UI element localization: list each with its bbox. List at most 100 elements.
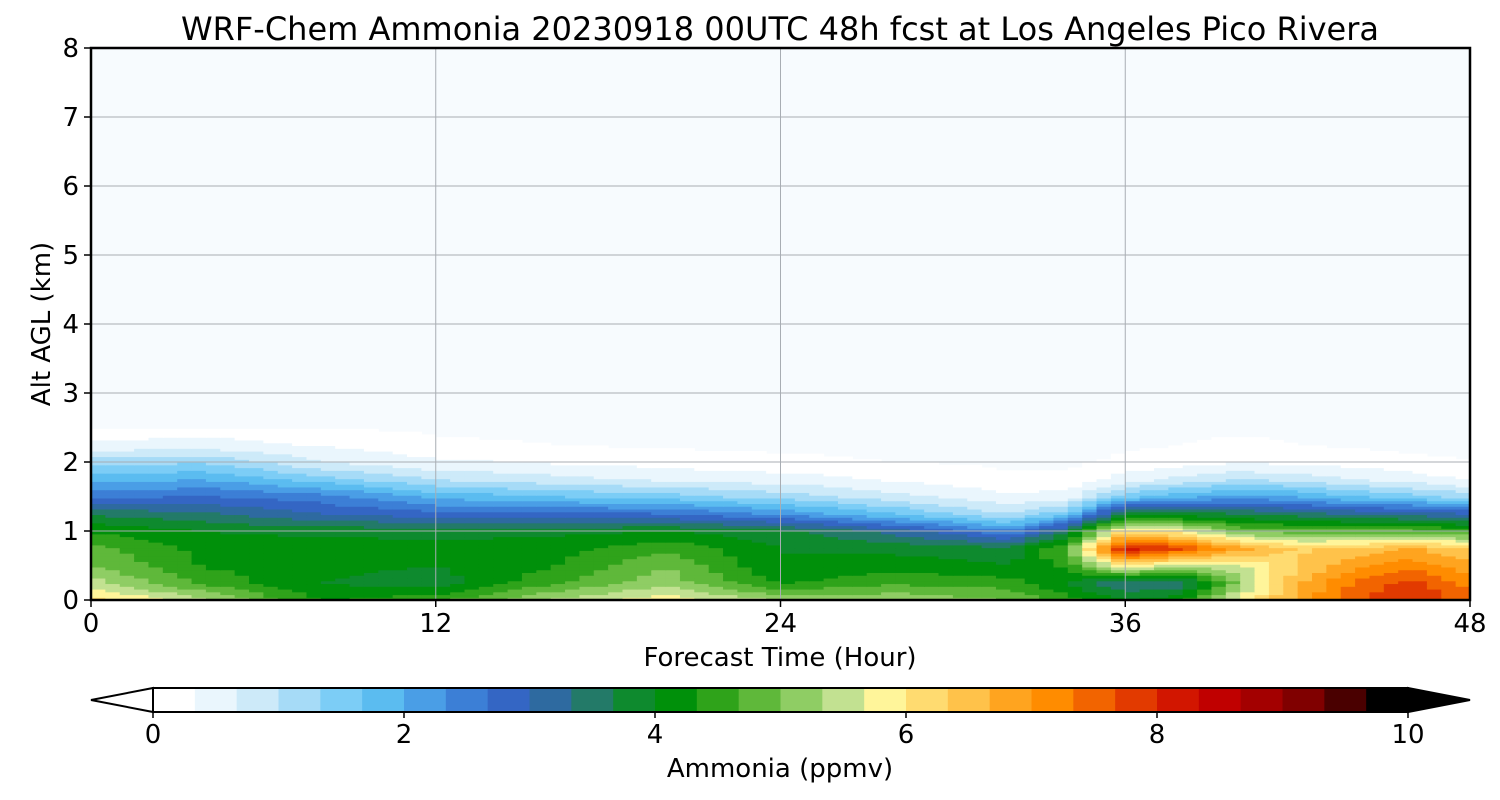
heatmap-cell bbox=[1426, 492, 1442, 496]
heatmap-cell bbox=[995, 542, 1011, 546]
heatmap-cell bbox=[392, 514, 408, 518]
heatmap-cell bbox=[249, 525, 264, 529]
heatmap-cell bbox=[234, 492, 250, 496]
heatmap-cell bbox=[464, 547, 480, 551]
heatmap-cell bbox=[1225, 495, 1241, 499]
heatmap-cell bbox=[191, 470, 207, 474]
heatmap-cell bbox=[1383, 462, 1399, 466]
heatmap-cell bbox=[1340, 478, 1356, 482]
heatmap-cell bbox=[1297, 489, 1313, 493]
heatmap-cell bbox=[1197, 508, 1213, 513]
heatmap-cell bbox=[335, 511, 351, 516]
heatmap-cell bbox=[392, 531, 408, 535]
heatmap-cell bbox=[909, 481, 925, 485]
heatmap-cell bbox=[794, 531, 810, 535]
heatmap-cell bbox=[866, 525, 882, 529]
heatmap-cell bbox=[1297, 522, 1313, 527]
heatmap-cell bbox=[292, 511, 308, 516]
heatmap-cell bbox=[981, 475, 997, 480]
heatmap-cell bbox=[1455, 497, 1471, 502]
heatmap-cell bbox=[780, 462, 796, 466]
heatmap-cell bbox=[378, 514, 394, 518]
heatmap-cell bbox=[234, 577, 250, 582]
heatmap-cell bbox=[349, 456, 365, 460]
heatmap-cell bbox=[1096, 577, 1112, 582]
heatmap-cell bbox=[1010, 495, 1026, 499]
heatmap-cell bbox=[378, 588, 394, 593]
heatmap-cell bbox=[995, 528, 1011, 532]
heatmap-cell bbox=[378, 555, 394, 560]
heatmap-cell bbox=[464, 544, 480, 549]
heatmap-cell bbox=[1139, 470, 1155, 474]
heatmap-cell bbox=[1110, 586, 1126, 590]
heatmap-cell bbox=[536, 462, 552, 466]
heatmap-cell bbox=[1283, 542, 1299, 546]
heatmap-cell bbox=[952, 508, 968, 513]
heatmap-cell bbox=[881, 506, 897, 510]
heatmap-cell bbox=[766, 577, 782, 582]
heatmap-cell bbox=[1110, 475, 1126, 480]
heatmap-cell bbox=[1240, 484, 1256, 488]
heatmap-cell bbox=[464, 533, 480, 538]
heatmap-cell bbox=[521, 497, 537, 502]
heatmap-cell bbox=[751, 519, 767, 524]
heatmap-cell bbox=[435, 566, 451, 571]
heatmap-cell bbox=[1168, 569, 1184, 573]
heatmap-cell bbox=[881, 528, 897, 532]
heatmap-cell bbox=[852, 481, 868, 485]
heatmap-cell bbox=[694, 481, 710, 485]
heatmap-cell bbox=[1039, 492, 1055, 496]
heatmap-cell bbox=[378, 531, 394, 535]
heatmap-cell bbox=[651, 489, 667, 493]
heatmap-cell bbox=[1082, 591, 1098, 596]
heatmap-cell bbox=[1153, 550, 1169, 554]
heatmap-cell bbox=[794, 553, 810, 557]
heatmap-cell bbox=[1024, 495, 1040, 499]
heatmap-cell bbox=[292, 456, 308, 460]
heatmap-cell bbox=[1326, 564, 1342, 568]
heatmap-cell bbox=[593, 511, 609, 516]
heatmap-cell bbox=[119, 588, 135, 593]
heatmap-cell bbox=[909, 553, 925, 557]
heatmap-cell bbox=[205, 536, 221, 540]
heatmap-cell bbox=[177, 580, 193, 585]
heatmap-cell bbox=[1326, 588, 1342, 593]
heatmap-cell bbox=[105, 553, 121, 557]
heatmap-cell bbox=[292, 508, 308, 513]
heatmap-cell bbox=[737, 569, 753, 573]
heatmap-cell bbox=[751, 473, 767, 477]
heatmap-cell bbox=[881, 542, 897, 546]
heatmap-cell bbox=[521, 481, 537, 485]
heatmap-cell bbox=[1311, 506, 1327, 510]
heatmap-cell bbox=[636, 572, 652, 576]
heatmap-cell bbox=[708, 564, 724, 568]
heatmap-cell bbox=[1412, 456, 1428, 460]
heatmap-cell bbox=[967, 558, 983, 562]
heatmap-cell bbox=[823, 497, 839, 502]
heatmap-cell bbox=[1254, 478, 1270, 482]
heatmap-cell bbox=[349, 508, 365, 513]
heatmap-cell bbox=[852, 473, 868, 477]
heatmap-cell bbox=[177, 550, 193, 554]
heatmap-cell bbox=[1039, 473, 1055, 477]
heatmap-cell bbox=[1153, 547, 1169, 551]
heatmap-cell bbox=[177, 456, 193, 460]
heatmap-cell bbox=[909, 462, 925, 466]
heatmap-cell bbox=[751, 475, 767, 480]
heatmap-cell bbox=[579, 500, 595, 504]
heatmap-cell bbox=[1153, 508, 1169, 513]
heatmap-cell bbox=[708, 569, 724, 573]
heatmap-cell bbox=[392, 503, 408, 507]
heatmap-cell bbox=[378, 500, 394, 504]
heatmap-cell bbox=[363, 519, 379, 524]
heatmap-cell bbox=[119, 555, 135, 560]
heatmap-cell bbox=[794, 473, 810, 477]
heatmap-cell bbox=[320, 470, 336, 474]
heatmap-cell bbox=[723, 464, 738, 469]
heatmap-cell bbox=[1197, 517, 1213, 521]
heatmap-cell bbox=[780, 564, 796, 568]
heatmap-cell bbox=[751, 553, 767, 557]
heatmap-cell bbox=[881, 575, 897, 579]
heatmap-cell bbox=[852, 506, 868, 510]
heatmap-cell bbox=[263, 481, 279, 485]
